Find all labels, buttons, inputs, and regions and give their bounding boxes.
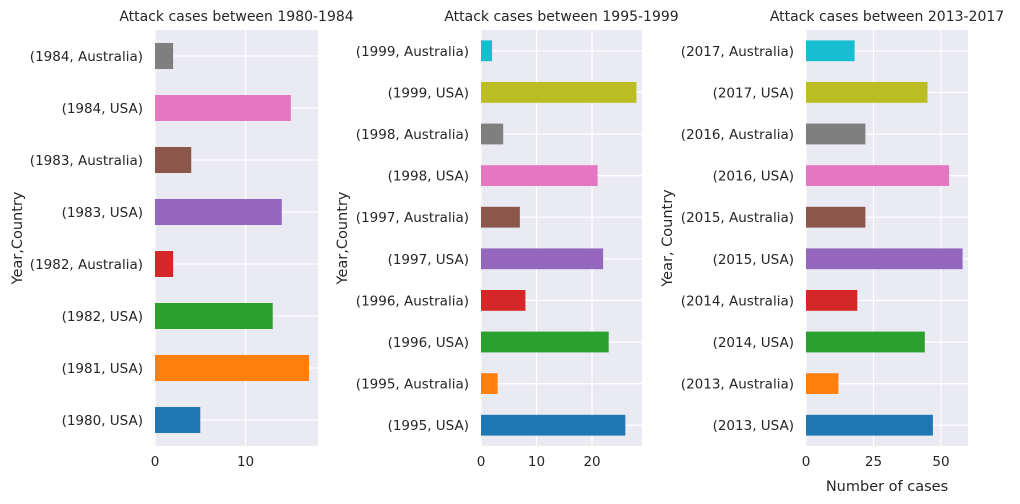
x-axis-label: Number of cases [826,479,948,495]
plot-background [155,30,318,446]
subplot-1: 0 10 (1980, USA) (1981, USA) (1982, USA) (198… [10,9,354,470]
bar [806,40,855,62]
subplot-3: 0 25 50 (2013, USA) (2013, Australia) (2014, … [660,9,1004,495]
y-tick-label: (1984, USA) [62,101,143,117]
bar [806,331,925,353]
x-tick-label: 25 [865,454,882,470]
y-tick-label: (1984, Australia) [30,49,143,65]
y-tick-label: (2014, Australia) [681,293,794,309]
bar [806,290,858,311]
x-tick-label: 10 [528,454,545,470]
y-tick-label: (1995, USA) [388,418,469,434]
y-axis-label: Year,Country [335,191,351,285]
bar [155,199,282,225]
bar [155,303,273,329]
y-tick-label: (2015, Australia) [681,210,794,226]
y-tick-label: (1996, Australia) [356,293,469,309]
y-tick-label: (1997, Australia) [356,210,469,226]
y-tick-label: (1998, USA) [388,169,469,185]
y-tick-label: (2014, USA) [713,335,794,351]
bar [481,165,598,186]
y-tick-label: (2017, USA) [713,85,794,101]
x-tick-label: 50 [932,454,949,470]
bar [481,414,626,436]
bar [806,82,928,103]
bar [481,373,498,394]
y-tick-label: (1981, USA) [62,361,143,377]
y-tick-label: (1983, USA) [62,205,143,221]
bar [155,355,309,381]
y-tick-label: (2013, Australia) [681,377,794,393]
subplot-title: Attack cases between 1995-1999 [444,9,678,25]
bar [806,414,933,436]
x-tick-label: 0 [802,454,811,470]
bar [481,40,493,62]
y-tick-label: (2016, USA) [713,169,794,185]
bar [155,147,192,173]
y-tick-label: (1999, USA) [388,85,469,101]
bar [155,407,201,433]
y-tick-label: (1999, Australia) [356,44,469,60]
bar [806,206,866,228]
y-tick-label: (1983, Australia) [30,153,143,169]
y-tick-label: (2013, USA) [713,418,794,434]
bar [481,82,637,103]
x-tick-label: 20 [583,454,600,470]
y-tick-label: (1995, Australia) [356,377,469,393]
x-tick-label: 10 [237,454,254,470]
bar [481,290,526,311]
y-axis-label: Year, Country [660,189,676,288]
y-tick-label: (1980, USA) [62,413,143,429]
y-tick-label: (1982, Australia) [30,257,143,273]
bar [806,165,950,186]
subplot-title: Attack cases between 1980-1984 [119,9,353,25]
bar [155,251,174,277]
bar [481,331,609,353]
bar [806,123,866,145]
y-tick-label: (2017, Australia) [681,44,794,60]
y-tick-label: (1996, USA) [388,335,469,351]
y-tick-label: (2015, USA) [713,252,794,268]
bar [155,43,174,69]
y-tick-label: (1997, USA) [388,252,469,268]
bar [806,373,839,394]
subplot-2: 0 10 20 (1995, USA) (1995, Australia) (1996, … [335,9,679,470]
y-tick-label: (1982, USA) [62,309,143,325]
y-tick-label: (2016, Australia) [681,127,794,143]
bar [481,206,520,228]
x-tick-label: 0 [151,454,160,470]
bar [155,95,291,121]
x-tick-label: 0 [477,454,486,470]
y-axis-label: Year,Country [10,191,26,285]
bar [481,123,504,145]
bar [806,248,963,270]
bar [481,248,604,270]
y-tick-label: (1998, Australia) [356,127,469,143]
subplot-title: Attack cases between 2013-2017 [770,9,1004,25]
